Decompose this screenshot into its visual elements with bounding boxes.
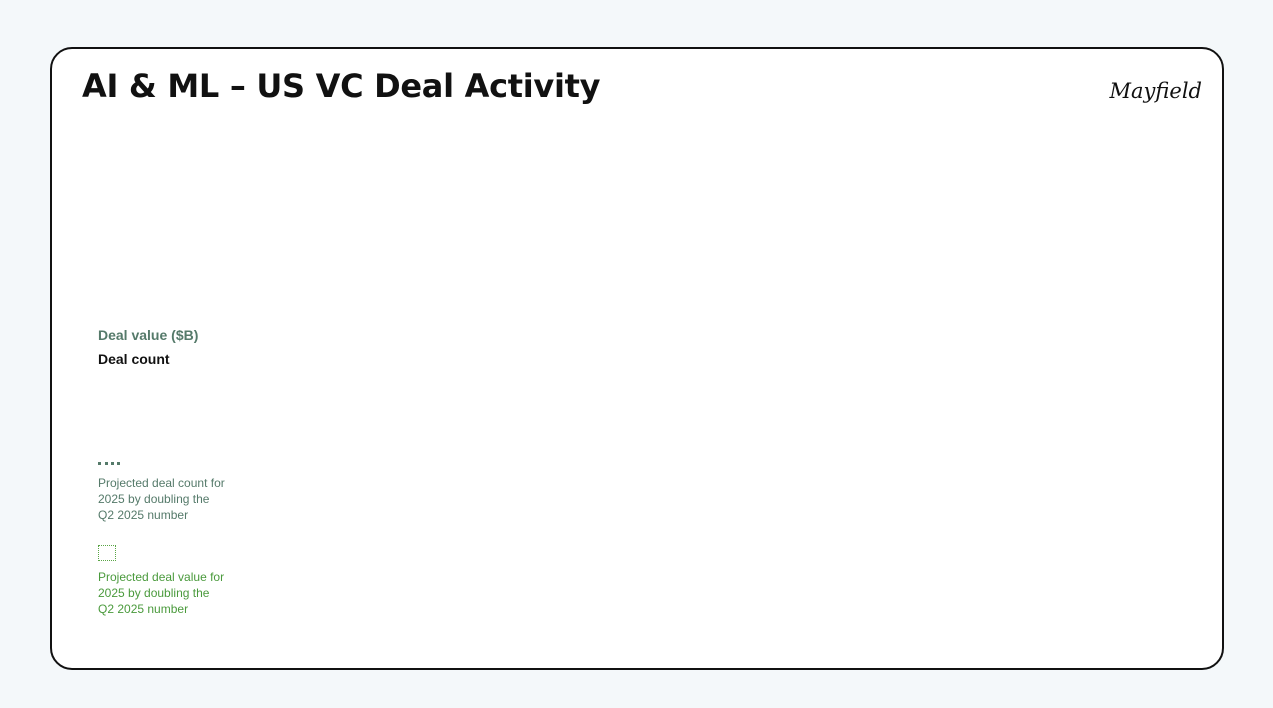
page-title: AI & ML – US VC Deal Activity (82, 67, 601, 105)
projected-value-note: Projected deal value for 2025 by doublin… (98, 570, 225, 616)
mayfield-logo: Mayfield (1109, 79, 1202, 103)
projected-value-dotted-box-icon (98, 545, 116, 561)
legend-deal-count: Deal count (98, 351, 170, 367)
projected-count-dotted-line-icon (98, 462, 120, 465)
projected-count-note: Projected deal count for 2025 by doublin… (98, 476, 225, 522)
legend-deal-value: Deal value ($B) (98, 327, 199, 343)
slide-card: AI & ML – US VC Deal Activity Mayfield D… (50, 47, 1224, 670)
